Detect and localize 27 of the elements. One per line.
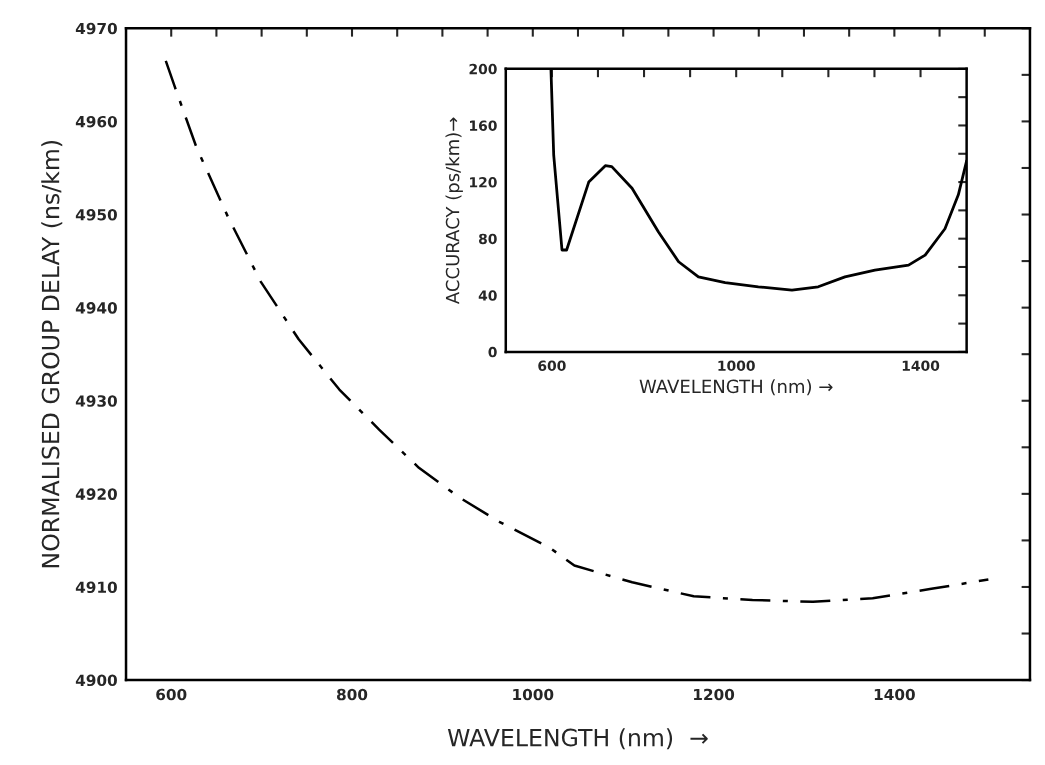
y-tick-label: 4910 bbox=[75, 581, 117, 593]
y-tick-label: 200 bbox=[469, 63, 497, 75]
y-tick-label: 80 bbox=[478, 233, 497, 245]
y-tick-label: 4970 bbox=[75, 22, 117, 35]
y-axis-title: NORMALISED GROUP DELAY (ns/km) bbox=[41, 140, 63, 568]
y-axis-title: ACCURACY (ps/km)→ bbox=[445, 117, 463, 305]
x-tick-label: 1000 bbox=[513, 688, 554, 701]
y-tick-label: 160 bbox=[470, 120, 497, 131]
x-axis-title: WAVELENGTH (nm) → bbox=[639, 379, 833, 396]
y-tick-label: 4900 bbox=[75, 674, 117, 687]
x-tick-label: 1200 bbox=[694, 688, 735, 701]
y-tick-label: 4950 bbox=[75, 208, 117, 221]
y-tick-label: 4920 bbox=[75, 488, 117, 500]
x-tick-label: 600 bbox=[156, 688, 187, 701]
line-series bbox=[164, 59, 990, 604]
x-tick-label: 1000 bbox=[718, 360, 755, 371]
x-tick-label: 800 bbox=[337, 688, 368, 701]
y-tick-label: 120 bbox=[470, 177, 497, 188]
y-tick-label: 40 bbox=[478, 290, 497, 301]
x-tick-label: 1400 bbox=[874, 688, 915, 701]
x-tick-label: 600 bbox=[538, 360, 566, 371]
y-tick-label: 4940 bbox=[75, 302, 117, 314]
y-tick-label: 4960 bbox=[75, 115, 117, 128]
y-tick-label: 0 bbox=[488, 346, 497, 358]
y-tick-label: 4930 bbox=[75, 395, 117, 407]
x-axis-title: WAVELENGTH (nm) → bbox=[447, 728, 708, 750]
x-tick-label: 1400 bbox=[902, 360, 940, 371]
